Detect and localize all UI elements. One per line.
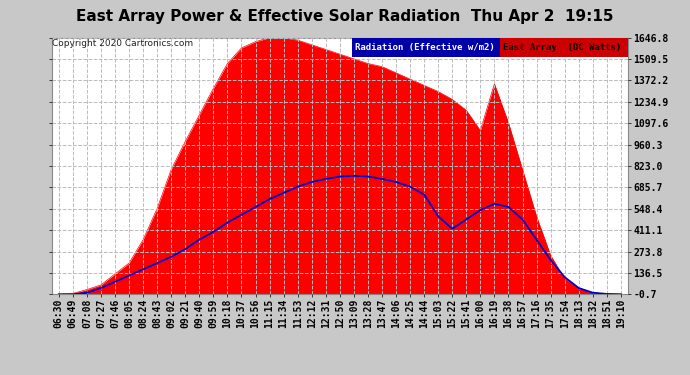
Text: East Array Power & Effective Solar Radiation  Thu Apr 2  19:15: East Array Power & Effective Solar Radia…: [77, 9, 613, 24]
Text: Copyright 2020 Cartronics.com: Copyright 2020 Cartronics.com: [52, 39, 193, 48]
Text: East Array  (DC Watts): East Array (DC Watts): [503, 43, 621, 52]
Text: Radiation (Effective w/m2): Radiation (Effective w/m2): [355, 43, 495, 52]
